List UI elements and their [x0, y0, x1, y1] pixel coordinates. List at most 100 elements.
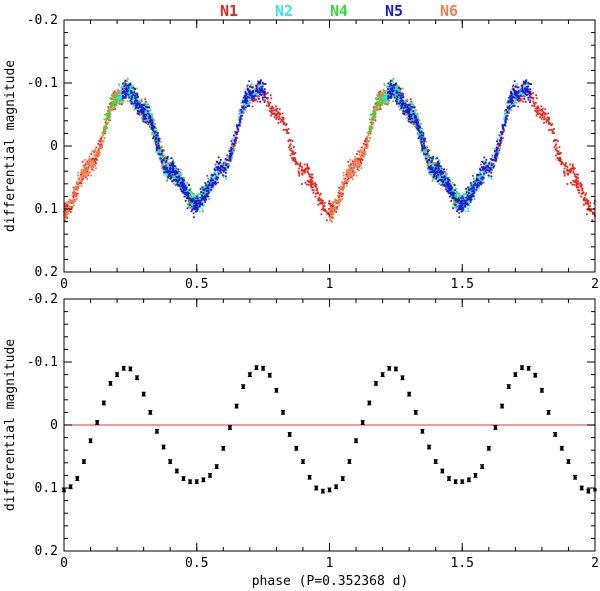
point-n2: [253, 90, 256, 93]
point-n1: [271, 107, 274, 110]
point-n5: [175, 180, 178, 182]
point-n1: [225, 159, 228, 162]
point-n1: [317, 203, 320, 206]
point-n6: [437, 177, 440, 179]
point-n6: [109, 116, 111, 118]
point-n6: [407, 105, 410, 108]
point-n1: [286, 130, 289, 133]
point-n6: [91, 161, 94, 164]
point-n2: [165, 165, 168, 167]
point-n1: [78, 182, 81, 184]
point-n6: [73, 200, 76, 202]
point-n5: [157, 137, 160, 140]
point-n6: [161, 156, 164, 159]
point-n1: [65, 210, 68, 213]
point-n6: [369, 125, 371, 128]
point-n1: [273, 116, 276, 118]
point-n1: [204, 201, 207, 204]
point-n6: [82, 171, 85, 174]
point-n1: [109, 103, 111, 105]
point-n4: [111, 108, 114, 111]
point-n6: [346, 170, 349, 173]
point-n1: [306, 179, 309, 182]
point-n4: [106, 127, 108, 129]
point-n1: [543, 112, 546, 115]
point-n1: [581, 188, 584, 191]
point-n6: [104, 128, 107, 131]
point-n6: [65, 213, 68, 216]
point-n1: [112, 92, 115, 95]
point-n1: [64, 205, 67, 208]
point-n2: [397, 85, 400, 87]
point-n1: [458, 212, 460, 214]
point-n1: [336, 206, 339, 208]
point-n6: [330, 214, 333, 217]
point-n1: [290, 139, 292, 141]
point-n1: [312, 182, 314, 185]
point-n2: [469, 186, 472, 189]
point-n1: [563, 167, 566, 170]
point-n6: [96, 149, 99, 152]
point-n2: [490, 170, 492, 173]
point-n2: [129, 93, 132, 95]
point-n1: [274, 105, 277, 108]
point-n5: [508, 96, 510, 99]
point-n1: [427, 149, 429, 151]
point-n2: [160, 155, 163, 158]
point-n6: [105, 121, 108, 124]
point-n1: [318, 194, 321, 196]
point-n4: [139, 112, 141, 114]
point-n2: [394, 93, 397, 95]
point-n5: [413, 121, 416, 124]
point-n6: [114, 97, 117, 100]
point-n2: [430, 162, 433, 165]
point-n4: [379, 105, 381, 108]
point-n1: [275, 117, 278, 120]
point-n2: [452, 189, 455, 192]
point-n1: [237, 130, 240, 133]
point-n1: [508, 106, 511, 109]
point-n2: [382, 101, 385, 104]
point-n2: [422, 150, 425, 153]
point-n2: [215, 173, 217, 176]
point-n6: [84, 171, 87, 174]
point-n4: [207, 177, 210, 180]
point-n1: [104, 121, 107, 124]
point-n4: [132, 101, 134, 104]
point-n5: [502, 127, 505, 129]
point-n1: [311, 177, 314, 179]
point-n6: [350, 168, 353, 171]
point-n2: [514, 99, 517, 101]
point-n6: [334, 199, 337, 202]
point-n1: [576, 182, 579, 185]
point-n1: [262, 98, 264, 101]
point-n6: [359, 148, 362, 151]
point-n2: [446, 173, 449, 175]
point-n2: [499, 135, 502, 138]
point-n1: [556, 157, 559, 160]
point-n1: [293, 153, 295, 156]
point-n6: [80, 169, 83, 172]
point-n1: [99, 138, 102, 141]
point-n6: [86, 168, 89, 171]
point-n2: [249, 102, 252, 104]
point-n6: [65, 214, 67, 217]
point-n2: [457, 203, 460, 206]
point-n1: [535, 94, 538, 97]
point-n1: [87, 174, 90, 176]
point-n6: [83, 166, 86, 169]
point-n2: [250, 83, 253, 85]
point-n1: [147, 123, 149, 126]
point-n2: [389, 86, 392, 89]
point-n4: [425, 148, 428, 151]
point-n1: [573, 183, 576, 186]
point-n2: [425, 155, 427, 158]
point-n1: [496, 143, 499, 146]
point-n4: [164, 161, 166, 164]
point-n1: [312, 191, 315, 194]
point-n1: [91, 168, 93, 171]
point-n2: [396, 94, 399, 97]
point-n4: [458, 195, 461, 198]
point-n1: [95, 162, 97, 165]
point-n5: [242, 96, 245, 99]
